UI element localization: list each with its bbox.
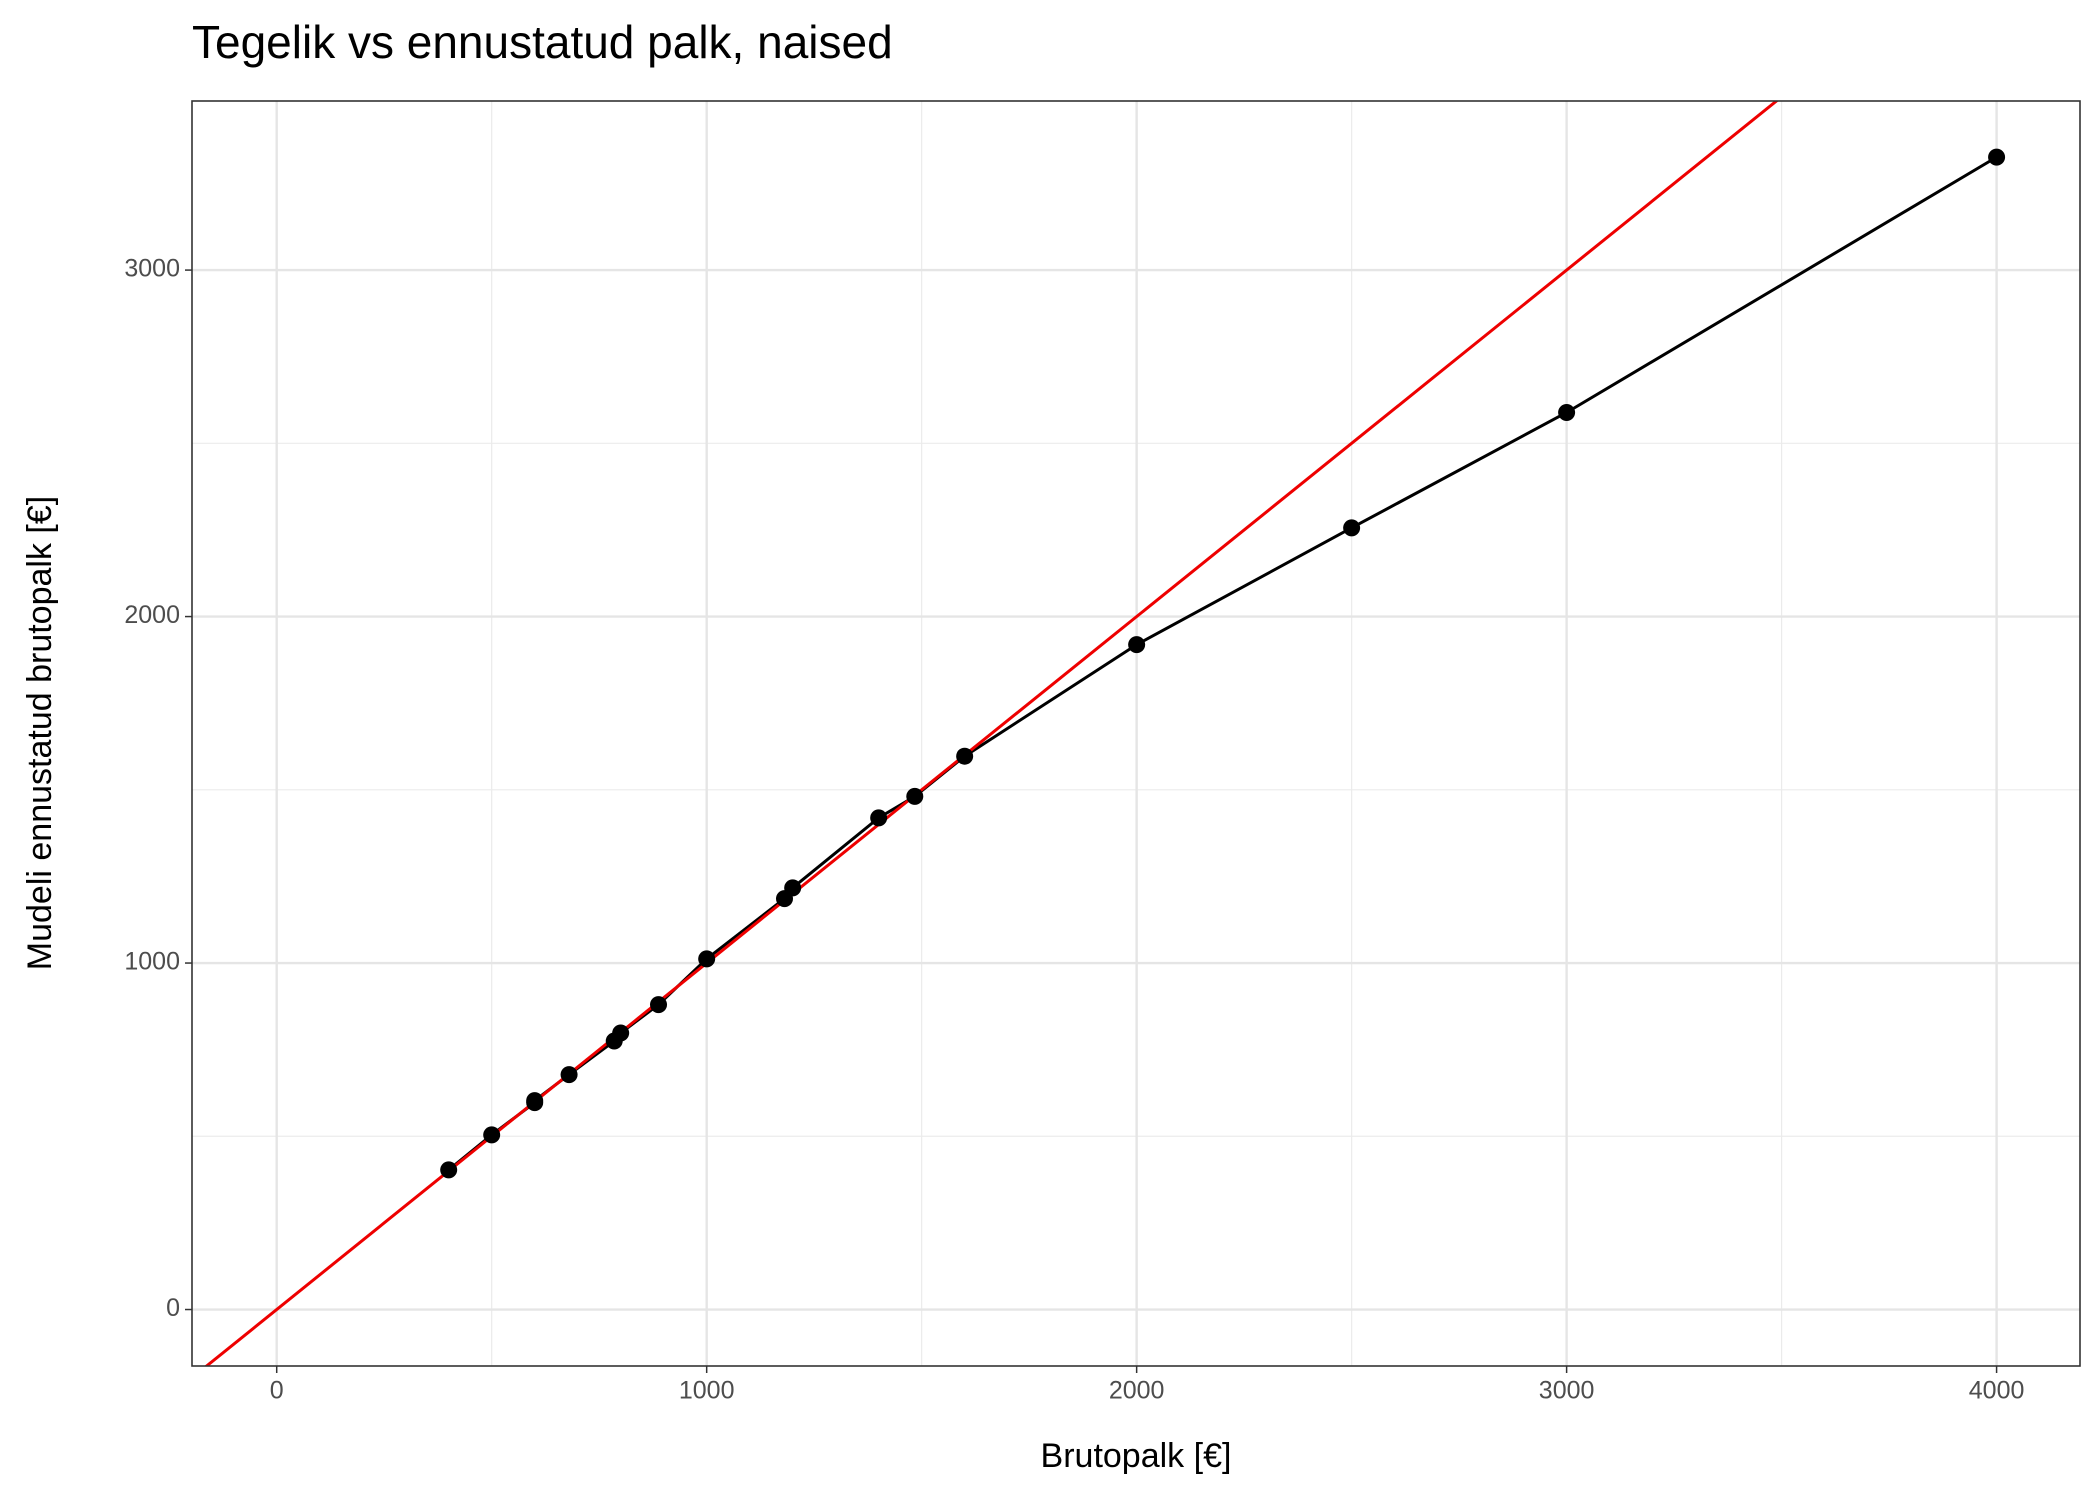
data-point (1558, 403, 1576, 421)
y-axis-label: Mudeli ennustatud brutopalk [€] (21, 496, 59, 970)
x-tick-label: 0 (270, 1377, 284, 1405)
x-tick-label: 3000 (1539, 1377, 1595, 1405)
data-point (906, 787, 924, 805)
data-point (526, 1092, 544, 1110)
data-point (1128, 636, 1146, 654)
data-point (650, 996, 668, 1014)
data-point (784, 879, 802, 897)
data-point (698, 950, 716, 968)
data-point (956, 747, 974, 765)
y-tick-label: 0 (166, 1294, 180, 1322)
y-tick-label: 3000 (124, 255, 180, 283)
data-point (612, 1024, 630, 1042)
chart-title: Tegelik vs ennustatud palk, naised (192, 16, 893, 68)
reference-line (204, 101, 1779, 1366)
data-point (870, 809, 888, 827)
data-point (1343, 519, 1361, 537)
data-point (440, 1161, 458, 1179)
data-point (483, 1126, 501, 1144)
data-point (1988, 148, 2006, 166)
x-tick-label: 1000 (679, 1377, 735, 1405)
x-tick-label: 2000 (1109, 1377, 1165, 1405)
data-point (560, 1066, 578, 1084)
y-tick-label: 2000 (124, 601, 180, 629)
panel-border (191, 100, 2081, 1367)
x-tick-label: 4000 (1969, 1377, 2025, 1405)
x-axis-label: Brutopalk [€] (1041, 1437, 1232, 1475)
y-tick-label: 1000 (124, 948, 180, 976)
